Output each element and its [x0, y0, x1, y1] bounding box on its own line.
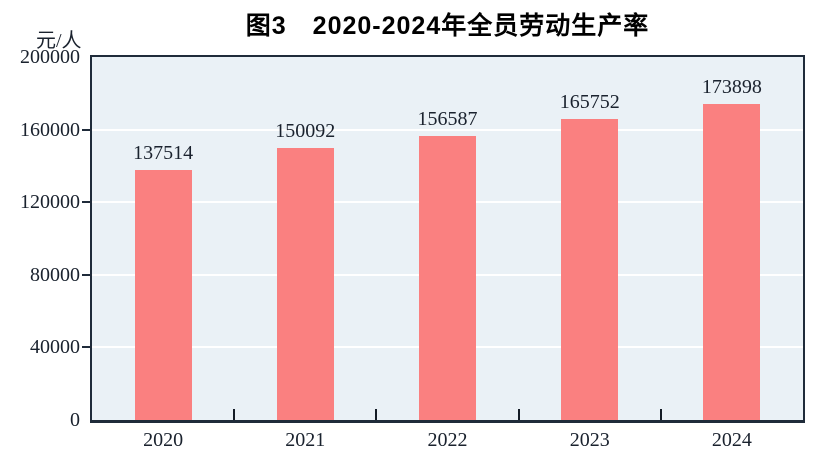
x-tick-mark	[375, 409, 378, 420]
y-tick-mark	[82, 128, 90, 131]
y-tick-mark	[82, 273, 90, 276]
bar-value-label: 156587	[417, 107, 478, 130]
x-tick-mark	[233, 409, 236, 420]
bar-2023	[561, 119, 619, 420]
y-axis-unit-label: 元/人	[36, 30, 82, 52]
x-axis-tick-label: 2024	[711, 429, 752, 451]
bar-2020	[134, 170, 192, 420]
bar-value-label: 150092	[275, 119, 336, 142]
x-axis-tick-label: 2020	[143, 429, 184, 451]
bar-value-label: 137514	[133, 142, 194, 165]
y-axis-tick-label: 120000	[20, 191, 80, 214]
bar-value-label: 173898	[701, 76, 762, 99]
y-tick-mark	[82, 201, 90, 204]
x-tick-mark	[517, 409, 520, 420]
y-axis-tick-label: 200000	[20, 46, 80, 68]
x-axis-tick-label: 2022	[427, 429, 468, 451]
gridline	[92, 128, 803, 131]
y-axis-tick-label: 160000	[20, 118, 80, 141]
y-axis-tick-label: 0	[70, 409, 80, 431]
x-axis-tick-label: 2023	[569, 429, 610, 451]
bar-2021	[276, 147, 334, 420]
y-axis-tick-label: 80000	[30, 263, 80, 286]
bar-2024	[703, 104, 761, 420]
x-axis-tick-label: 2021	[285, 429, 326, 451]
y-axis-tick-label: 40000	[30, 336, 80, 359]
chart-title: 图3 2020-2024年全员劳动生产率	[245, 12, 650, 40]
bar-2022	[419, 135, 476, 420]
bar-value-label: 165752	[559, 91, 620, 114]
y-tick-mark	[82, 346, 90, 349]
x-tick-mark	[659, 409, 662, 420]
